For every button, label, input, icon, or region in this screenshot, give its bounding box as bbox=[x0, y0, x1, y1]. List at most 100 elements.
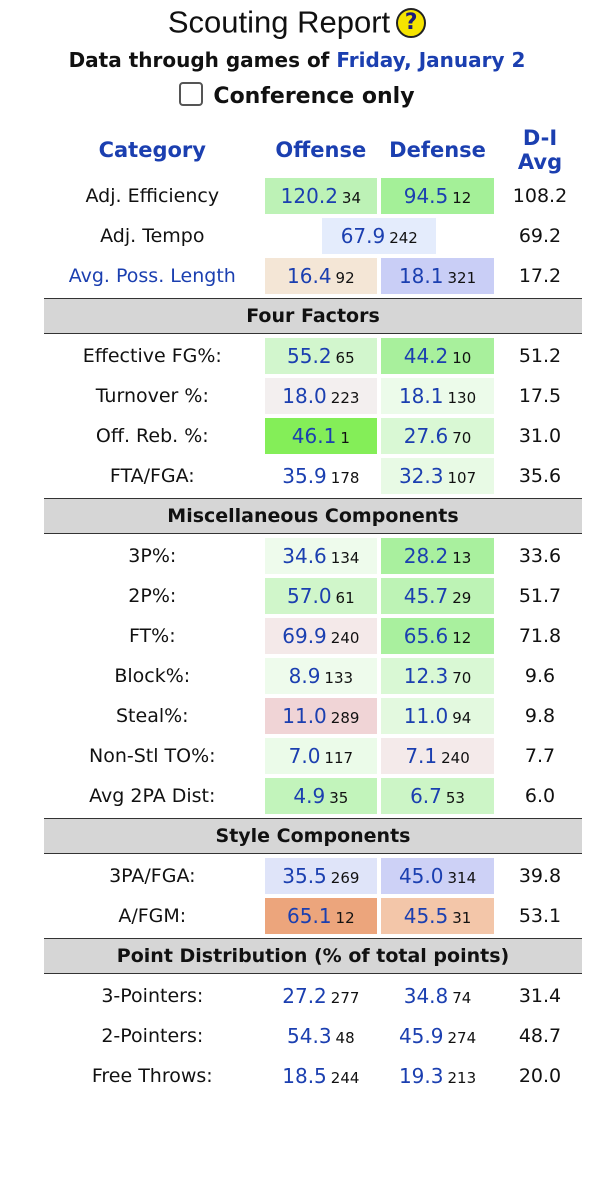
defense-cell-non-stl-to-value[interactable]: 7.1 bbox=[405, 744, 438, 768]
offense-cell-avg-2pa-dist[interactable]: 4.9 35 bbox=[264, 778, 378, 814]
question-icon[interactable]: ? bbox=[396, 7, 427, 38]
defense-cell-steal-value[interactable]: 11.0 bbox=[403, 704, 449, 728]
column-header-offense[interactable]: Offense bbox=[275, 138, 367, 162]
data-through-date-link[interactable]: Friday, January 2 bbox=[336, 48, 526, 72]
offense-cell-non-stl-to[interactable]: 7.0 117 bbox=[264, 738, 378, 774]
defense-cell-block-value[interactable]: 12.3 bbox=[403, 664, 449, 688]
defense-cell-3-pointers[interactable]: 34.8 74 bbox=[381, 978, 494, 1014]
offense-cell-effective-fg[interactable]: 55.2 65 bbox=[264, 338, 378, 374]
offense-cell-2-pointers[interactable]: 54.3 48 bbox=[264, 1018, 378, 1054]
offense-cell-avg-poss-length-value[interactable]: 16.4 bbox=[287, 264, 332, 288]
stat-label-2-pointers: 2-Pointers: bbox=[101, 1025, 204, 1047]
stat-label-turnover: Turnover %: bbox=[95, 385, 209, 407]
offense-cell-3p-value[interactable]: 34.6 bbox=[282, 544, 327, 568]
offense-cell-non-stl-to-value[interactable]: 7.0 bbox=[288, 744, 321, 768]
offense-cell-2-pointers-value[interactable]: 54.3 bbox=[287, 1024, 332, 1048]
defense-cell-ft[interactable]: 65.6 12 bbox=[381, 618, 494, 654]
offense-cell-ft[interactable]: 69.9 240 bbox=[264, 618, 378, 654]
defense-cell-a-fgm-value[interactable]: 45.5 bbox=[403, 904, 449, 928]
offense-cell-2p-value[interactable]: 57.0 bbox=[287, 584, 332, 608]
defense-cell-2p-value[interactable]: 45.7 bbox=[403, 584, 449, 608]
avg-cell-avg-poss-length: 17.2 bbox=[518, 265, 562, 287]
defense-cell-steal[interactable]: 11.0 94 bbox=[381, 698, 494, 734]
stat-row-effective-fg: Effective FG%: 55.2 65 44.2 10 51.2 bbox=[44, 338, 582, 374]
defense-cell-3p-value[interactable]: 28.2 bbox=[403, 544, 449, 568]
avg-cell-2-pointers: 48.7 bbox=[518, 1025, 562, 1047]
offense-cell-3p[interactable]: 34.6 134 bbox=[264, 538, 378, 574]
defense-cell-a-fgm-rank: 31 bbox=[452, 909, 472, 927]
scouting-table: Category Offense Defense D-I Avg Adj. Ef… bbox=[40, 122, 586, 1098]
stat-row-fta-fga: FTA/FGA: 35.9 178 32.3 107 35.6 bbox=[44, 458, 582, 494]
offense-cell-3pa-fga[interactable]: 35.5 269 bbox=[264, 858, 378, 894]
stat-row-3-pointers: 3-Pointers: 27.2 277 34.8 74 31.4 bbox=[44, 978, 582, 1014]
column-header-defense[interactable]: Defense bbox=[389, 138, 486, 162]
stat-row-off-reb: Off. Reb. %: 46.1 1 27.6 70 31.0 bbox=[44, 418, 582, 454]
conference-only-checkbox[interactable] bbox=[179, 82, 204, 106]
defense-cell-avg-poss-length[interactable]: 18.1 321 bbox=[381, 258, 494, 294]
offense-cell-block[interactable]: 8.9 133 bbox=[264, 658, 378, 694]
defense-cell-fta-fga-value[interactable]: 32.3 bbox=[398, 464, 444, 488]
offense-cell-3-pointers[interactable]: 27.2 277 bbox=[264, 978, 378, 1014]
defense-cell-a-fgm[interactable]: 45.5 31 bbox=[381, 898, 494, 934]
offense-cell-3-pointers-value[interactable]: 27.2 bbox=[282, 984, 327, 1008]
offense-cell-block-value[interactable]: 8.9 bbox=[288, 664, 321, 688]
defense-cell-avg-poss-length-value[interactable]: 18.1 bbox=[398, 264, 444, 288]
offense-cell-a-fgm-value[interactable]: 65.1 bbox=[287, 904, 332, 928]
defense-cell-3p[interactable]: 28.2 13 bbox=[381, 538, 494, 574]
defense-cell-3pa-fga[interactable]: 45.0 314 bbox=[381, 858, 494, 894]
offense-cell-avg-2pa-dist-value[interactable]: 4.9 bbox=[293, 784, 326, 808]
column-header-avg[interactable]: D-I Avg bbox=[517, 126, 563, 174]
offense-cell-fta-fga[interactable]: 35.9 178 bbox=[264, 458, 378, 494]
section-title: Miscellaneous Components bbox=[44, 498, 582, 534]
offense-cell-adj-efficiency[interactable]: 120.2 34 bbox=[264, 178, 378, 214]
offense-cell-a-fgm[interactable]: 65.1 12 bbox=[264, 898, 378, 934]
defense-cell-block[interactable]: 12.3 70 bbox=[381, 658, 494, 694]
offense-cell-fta-fga-value[interactable]: 35.9 bbox=[282, 464, 327, 488]
offense-cell-steal[interactable]: 11.0 289 bbox=[264, 698, 378, 734]
defense-cell-effective-fg-value[interactable]: 44.2 bbox=[403, 344, 449, 368]
defense-cell-off-reb-value[interactable]: 27.6 bbox=[403, 424, 449, 448]
conference-only-toggle[interactable]: Conference only bbox=[0, 78, 594, 116]
offense-cell-turnover[interactable]: 18.0 223 bbox=[264, 378, 378, 414]
offense-cell-fta-fga-rank: 178 bbox=[330, 469, 360, 487]
defense-cell-avg-2pa-dist[interactable]: 6.7 53 bbox=[381, 778, 494, 814]
defense-cell-ft-value[interactable]: 65.6 bbox=[403, 624, 449, 648]
defense-cell-adj-efficiency[interactable]: 94.5 12 bbox=[381, 178, 494, 214]
offense-cell-free-throws[interactable]: 18.5 244 bbox=[264, 1058, 378, 1094]
defense-cell-fta-fga[interactable]: 32.3 107 bbox=[381, 458, 494, 494]
column-header-category[interactable]: Category bbox=[98, 138, 206, 162]
tempo-cell-value[interactable]: 67.9 bbox=[340, 224, 386, 248]
defense-cell-avg-2pa-dist-value[interactable]: 6.7 bbox=[410, 784, 442, 808]
defense-cell-non-stl-to[interactable]: 7.1 240 bbox=[381, 738, 494, 774]
section-header-miscellaneous-components: Miscellaneous Components bbox=[44, 498, 582, 534]
defense-cell-effective-fg[interactable]: 44.2 10 bbox=[381, 338, 494, 374]
defense-cell-3pa-fga-value[interactable]: 45.0 bbox=[398, 864, 444, 888]
defense-cell-2p[interactable]: 45.7 29 bbox=[381, 578, 494, 614]
stat-label-free-throws: Free Throws: bbox=[91, 1065, 213, 1087]
offense-cell-off-reb-value[interactable]: 46.1 bbox=[291, 424, 337, 448]
defense-cell-free-throws-value[interactable]: 19.3 bbox=[398, 1064, 444, 1088]
defense-cell-adj-efficiency-value[interactable]: 94.5 bbox=[403, 184, 449, 208]
table-body: Adj. Efficiency 120.2 34 94.5 12 108.2 Adj. Te… bbox=[44, 178, 582, 1094]
offense-cell-avg-poss-length[interactable]: 16.4 92 bbox=[264, 258, 378, 294]
defense-cell-turnover-value[interactable]: 18.1 bbox=[398, 384, 444, 408]
defense-cell-off-reb[interactable]: 27.6 70 bbox=[381, 418, 494, 454]
defense-cell-free-throws[interactable]: 19.3 213 bbox=[381, 1058, 494, 1094]
defense-cell-3-pointers-value[interactable]: 34.8 bbox=[403, 984, 449, 1008]
column-header-row: Category Offense Defense D-I Avg bbox=[44, 126, 582, 174]
offense-cell-2p[interactable]: 57.0 61 bbox=[264, 578, 378, 614]
offense-cell-steal-value[interactable]: 11.0 bbox=[282, 704, 327, 728]
offense-cell-effective-fg-value[interactable]: 55.2 bbox=[287, 344, 332, 368]
stat-label-avg-poss-length[interactable]: Avg. Poss. Length bbox=[68, 265, 236, 287]
offense-cell-free-throws-value[interactable]: 18.5 bbox=[282, 1064, 327, 1088]
offense-cell-off-reb[interactable]: 46.1 1 bbox=[264, 418, 378, 454]
offense-cell-ft-value[interactable]: 69.9 bbox=[282, 624, 327, 648]
defense-cell-2-pointers-value[interactable]: 45.9 bbox=[398, 1024, 444, 1048]
offense-cell-turnover-value[interactable]: 18.0 bbox=[282, 384, 327, 408]
offense-cell-3pa-fga-value[interactable]: 35.5 bbox=[282, 864, 327, 888]
defense-cell-turnover[interactable]: 18.1 130 bbox=[381, 378, 494, 414]
avg-cell-3p: 33.6 bbox=[518, 545, 562, 567]
offense-cell-adj-efficiency-value[interactable]: 120.2 bbox=[280, 184, 338, 208]
tempo-cell[interactable]: 67.9 242 bbox=[265, 218, 494, 254]
defense-cell-2-pointers[interactable]: 45.9 274 bbox=[381, 1018, 494, 1054]
